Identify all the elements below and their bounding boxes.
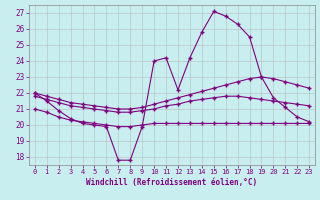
X-axis label: Windchill (Refroidissement éolien,°C): Windchill (Refroidissement éolien,°C) bbox=[86, 178, 258, 187]
